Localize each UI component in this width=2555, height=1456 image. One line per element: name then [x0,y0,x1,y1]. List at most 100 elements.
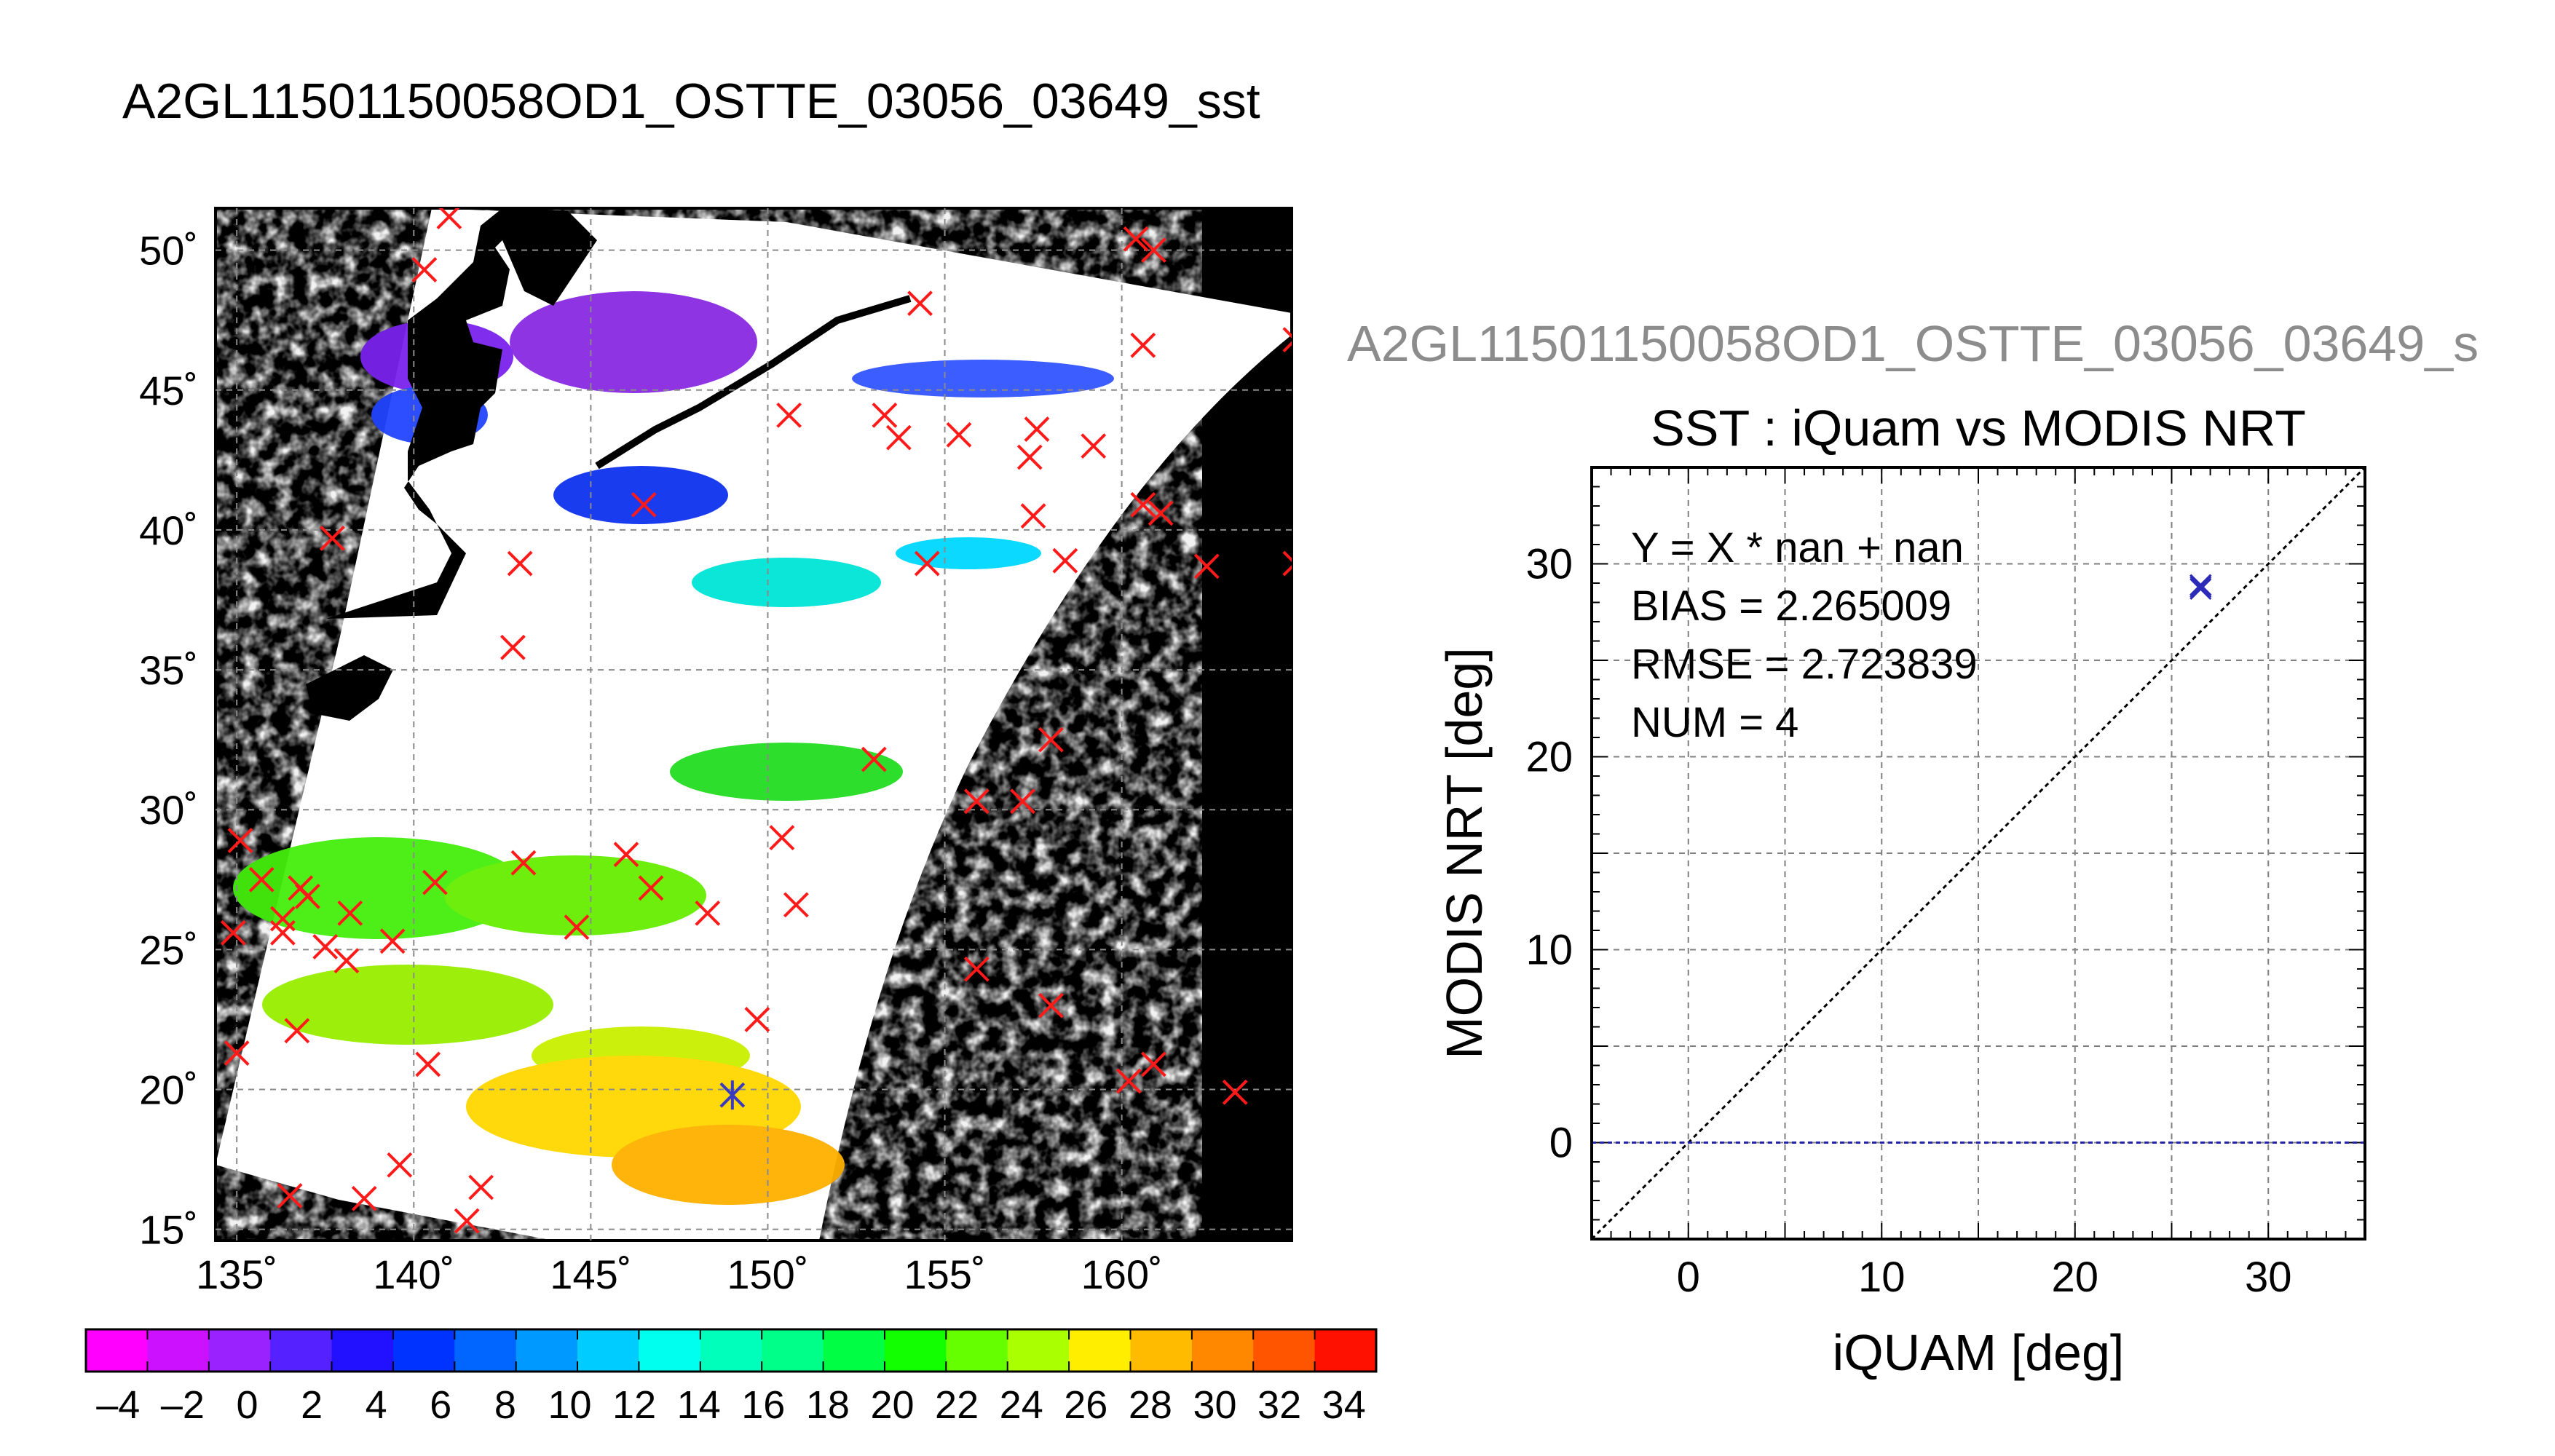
iquam-marker [1010,788,1035,815]
colorbar-cell [270,1329,333,1372]
iquam-marker [776,402,802,428]
iquam-marker [1052,547,1078,574]
sst-patch-blue-far [852,360,1114,397]
colorbar-label: 20 [870,1383,914,1427]
iquam-marker [1222,1079,1248,1105]
sst-patch-blue-east [553,466,728,524]
iquam-marker [422,869,448,895]
map-border [214,207,1293,1242]
iquam-marker [224,1040,250,1066]
iquam-marker [1038,727,1064,753]
sst-patch-green-mid [670,743,903,801]
lat-label-30: 30˚ [139,787,198,833]
iquam-marker [907,290,933,317]
iquam-marker [1016,444,1043,470]
scatter-plot: 0 10 20 30 0 10 20 30 Y = X * nan + nan BIAS =… [1436,466,2366,1381]
colorbar-cell [147,1329,210,1372]
colorbar-cell [1253,1329,1316,1372]
lat-label-25: 25˚ [139,927,198,973]
x-tick-label: 10 [1858,1254,1906,1301]
iquam-marker [415,1051,441,1077]
matched-marker [719,1080,746,1110]
colorbar-cell [454,1329,517,1372]
colorbar-label: 32 [1257,1383,1301,1427]
iquam-marker [436,208,462,229]
iquam-marker [1140,237,1166,264]
sst-patch-purple-okhotsk [510,291,757,393]
stats-regression: Y = X * nan + nan [1631,524,1964,571]
colorbar-cell [700,1329,762,1372]
iquam-marker [312,934,339,960]
x-tick-label: 30 [2245,1254,2292,1301]
iquam-marker [333,948,360,974]
colorbar-cell [884,1329,947,1372]
map-frame: 50˚ 45˚ 40˚ 35˚ 30˚ 25˚ 20˚ 15˚ 135˚ 140˚ 145˚ 150… [139,207,1293,1297]
scatter-point-2 [2189,576,2212,598]
colorbar-label: 30 [1193,1383,1236,1427]
iquam-marker [387,1152,413,1178]
lat-label-50: 50˚ [139,228,198,274]
iquam-marker [510,850,537,876]
iquam-marker [1140,1051,1166,1077]
plot-border [1590,466,2366,1241]
colorbar-ticks [146,1329,1316,1372]
iquam-marker [248,866,275,893]
y-tick-label: 10 [1525,927,1573,974]
colorbar-cell [1130,1329,1193,1372]
colorbar-label: 0 [236,1383,258,1427]
colorbar-cell [1191,1329,1254,1372]
iquam-marker [337,900,363,926]
lon-label-160: 160˚ [1081,1251,1163,1297]
iquam-marker [1038,992,1064,1018]
iquam-marker [1130,491,1156,518]
scatter-point-3 [2189,574,2212,596]
sst-patches [233,291,1114,1205]
colorbar-cells [86,1329,1377,1372]
colorbar-label: –2 [161,1383,205,1427]
iquam-markers [220,208,1292,1234]
lat-label-35: 35˚ [139,647,198,693]
x-tick-label: 0 [1677,1254,1700,1301]
colorbar-label: 24 [1000,1383,1043,1427]
y-tick-labels: 0 10 20 30 [1525,541,1573,1167]
scatter-point-1 [2189,577,2212,601]
colorbar-label: 16 [741,1383,785,1427]
scatter-header: A2GL11501150058OD1_OSTTE_03056_03649_s [1347,315,2479,372]
colorbar-label: 2 [301,1383,323,1427]
colorbar-label: 34 [1322,1383,1366,1427]
colorbar-cell [1314,1329,1377,1372]
scatter-title: SST : iQuam vs MODIS NRT [1651,400,2306,456]
iquam-marker [499,634,526,660]
x-tick-labels: 0 10 20 30 [1677,1254,2292,1301]
iquam-marker [638,875,664,901]
iquam-marker [1115,1068,1142,1094]
iquam-marker [1148,500,1174,526]
iquam-marker [220,919,246,946]
sst-patch-lime [262,965,553,1045]
colorbar-label: 10 [548,1383,591,1427]
colorbar-cell [516,1329,578,1372]
x-tick-label: 20 [2051,1254,2098,1301]
colorbar-cell [208,1329,271,1372]
iquam-marker [963,956,990,982]
colorbar-label: 6 [430,1383,451,1427]
stats-box: Y = X * nan + nan BIAS = 2.265009 RMSE =… [1631,524,1978,746]
y-tick-label: 0 [1549,1120,1573,1167]
map-gridlines [216,208,1292,1241]
colorbar-cell [1007,1329,1070,1372]
sst-patch-green-center [444,855,706,935]
iquam-marker [914,550,940,577]
colorbar-label: 12 [612,1383,656,1427]
iquam-marker [1024,416,1050,442]
lat-label-20: 20˚ [139,1067,198,1112]
longitude-labels: 135˚ 140˚ 145˚ 150˚ 155˚ 160˚ [196,1251,1163,1297]
iquam-marker [1282,550,1292,577]
iquam-marker [411,257,438,282]
iquam-marker [963,788,990,815]
colorbar-label: 26 [1064,1383,1107,1427]
colorbar-label: 14 [677,1383,721,1427]
colorbar-label: 18 [806,1383,850,1427]
y-tick-label: 30 [1525,541,1573,588]
colorbar-label: 22 [935,1383,979,1427]
